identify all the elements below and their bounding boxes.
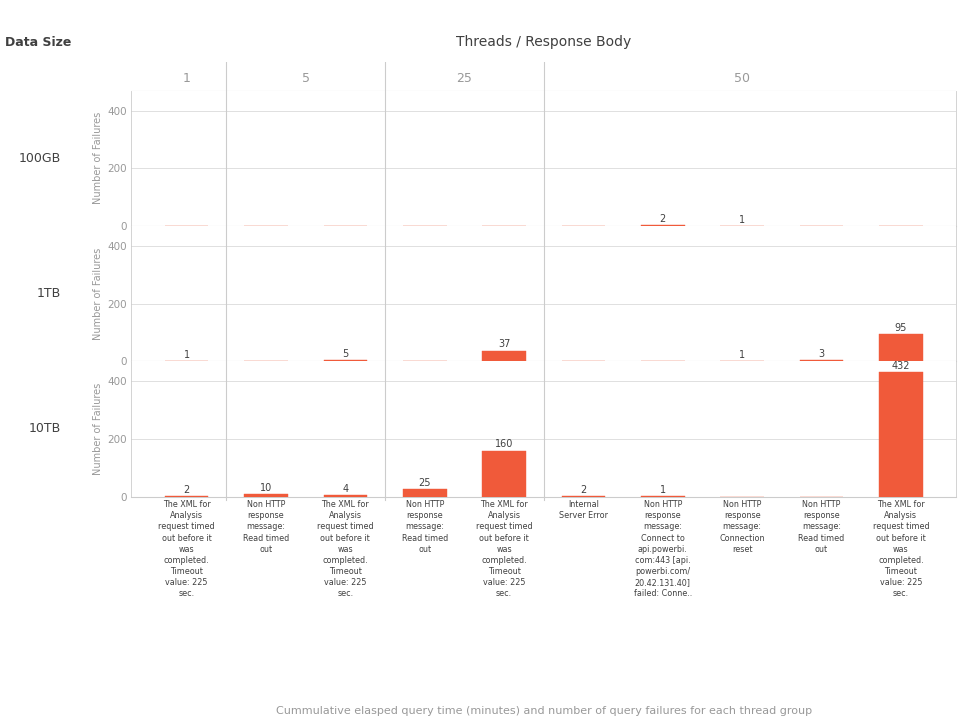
Text: 37: 37 (498, 339, 511, 349)
Text: Threads / Response Body: Threads / Response Body (456, 35, 631, 49)
Text: 2: 2 (184, 485, 189, 495)
Text: 50: 50 (734, 72, 751, 85)
Y-axis label: Number of Failures: Number of Failures (93, 383, 103, 475)
Text: Non HTTP
response
message:
Read timed
out: Non HTTP response message: Read timed ou… (798, 500, 845, 554)
Text: 10: 10 (260, 483, 272, 492)
Text: 3: 3 (819, 349, 824, 360)
Text: 5: 5 (302, 72, 310, 85)
Text: Non HTTP
response
message:
Read timed
out: Non HTTP response message: Read timed ou… (243, 500, 289, 554)
Text: 1: 1 (183, 72, 190, 85)
Text: 1: 1 (739, 215, 745, 225)
Text: 25: 25 (456, 72, 472, 85)
Text: 2: 2 (581, 485, 586, 495)
Text: 1TB: 1TB (37, 287, 61, 300)
Text: The XML for
Analysis
request timed
out before it
was
completed.
Timeout
value: 2: The XML for Analysis request timed out b… (318, 500, 374, 598)
Text: 1: 1 (739, 350, 745, 360)
Text: 10TB: 10TB (29, 423, 61, 436)
Text: 432: 432 (891, 361, 910, 371)
Text: 5: 5 (342, 349, 349, 359)
Text: 160: 160 (495, 439, 514, 450)
Bar (323, 495, 367, 497)
Text: The XML for
Analysis
request timed
out before it
was
completed.
Timeout
value: 2: The XML for Analysis request timed out b… (873, 500, 929, 598)
Text: The XML for
Analysis
request timed
out before it
was
completed.
Timeout
value: 2: The XML for Analysis request timed out b… (158, 500, 215, 598)
Bar (323, 360, 367, 361)
Bar (483, 450, 526, 497)
Y-axis label: Number of Failures: Number of Failures (93, 247, 103, 340)
Text: 100GB: 100GB (18, 152, 61, 165)
Y-axis label: Number of Failures: Number of Failures (93, 112, 103, 204)
Bar (800, 360, 844, 361)
Text: 1: 1 (659, 485, 666, 495)
Text: 4: 4 (343, 484, 349, 494)
Text: 25: 25 (419, 478, 431, 488)
Text: Non HTTP
response
message:
Connection
reset: Non HTTP response message: Connection re… (720, 500, 765, 554)
Bar (879, 334, 922, 361)
Text: Cummulative elasped query time (minutes) and number of query failures for each t: Cummulative elasped query time (minutes)… (276, 706, 812, 716)
Bar (879, 372, 922, 497)
Text: 2: 2 (659, 214, 666, 224)
Text: Internal
Server Error: Internal Server Error (559, 500, 608, 521)
Text: Data Size: Data Size (5, 36, 71, 49)
Text: Non HTTP
response
message:
Connect to
api.powerbi.
com:443 [api.
powerbi.com/
20: Non HTTP response message: Connect to ap… (634, 500, 692, 598)
Text: Non HTTP
response
message:
Read timed
out: Non HTTP response message: Read timed ou… (402, 500, 448, 554)
Bar (244, 494, 287, 497)
Text: 1: 1 (184, 350, 189, 360)
Text: 95: 95 (894, 323, 907, 333)
Bar (403, 489, 447, 497)
Text: The XML for
Analysis
request timed
out before it
was
completed.
Timeout
value: 2: The XML for Analysis request timed out b… (476, 500, 532, 598)
Bar (483, 351, 526, 361)
